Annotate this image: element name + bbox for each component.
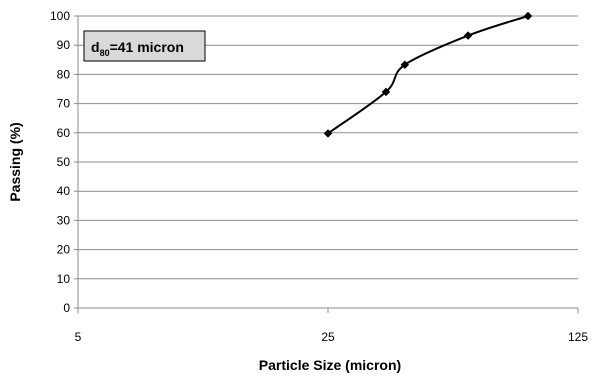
y-tick-label: 70	[57, 97, 71, 111]
y-axis-title: Passing (%)	[7, 122, 23, 201]
x-tick-label: 125	[568, 330, 588, 344]
y-tick-label: 30	[57, 213, 71, 227]
annotation-label: d80=41 micron	[91, 39, 184, 58]
y-tick-label: 50	[57, 155, 71, 169]
data-point-marker	[323, 129, 333, 138]
y-tick-label: 0	[63, 301, 70, 315]
data-series	[323, 11, 533, 138]
data-point-marker	[463, 31, 473, 40]
y-tick-label: 100	[50, 9, 70, 23]
annotation-box: d80=41 micron	[83, 30, 206, 62]
y-tick-label: 20	[57, 243, 71, 257]
y-tick-label: 90	[57, 38, 71, 52]
y-tick-label: 60	[57, 126, 71, 140]
data-point-marker	[381, 87, 391, 97]
y-tick-label: 40	[57, 184, 71, 198]
x-axis-title: Particle Size (micron)	[259, 357, 401, 373]
axes	[74, 15, 579, 313]
tick-labels: 0 10 20 30 40 50 60 70 80 90 100 5 25 125	[50, 9, 588, 344]
x-tick-label: 5	[75, 330, 82, 344]
data-point-marker	[400, 60, 410, 70]
y-tick-label: 10	[57, 272, 71, 286]
x-tick-label: 25	[321, 330, 335, 344]
y-tick-label: 80	[57, 67, 71, 81]
data-point-marker	[523, 11, 533, 21]
